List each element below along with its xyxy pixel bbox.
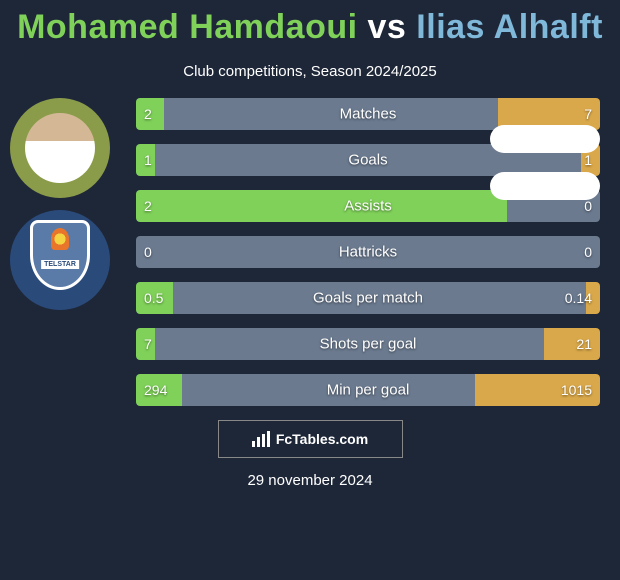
stat-label: Assists	[344, 198, 392, 215]
stat-value-left: 1	[144, 152, 152, 168]
stat-label: Matches	[340, 106, 397, 123]
club-badge-inner: TELSTAR	[25, 220, 95, 300]
pill-2	[490, 172, 600, 200]
stat-value-right: 0	[584, 198, 592, 214]
stat-bar-left	[136, 190, 507, 222]
stat-label: Shots per goal	[320, 336, 417, 353]
avatars-column: TELSTAR	[10, 98, 110, 310]
player1-avatar	[10, 98, 110, 198]
footer-date: 29 november 2024	[0, 472, 620, 489]
stat-label: Min per goal	[327, 382, 410, 399]
footer-logo-text: FcTables.com	[276, 431, 368, 447]
stat-value-right: 1015	[561, 382, 592, 398]
stat-row: Goals per match 0.5 0.14	[136, 282, 600, 314]
stat-value-right: 1	[584, 152, 592, 168]
stat-label: Hattricks	[339, 244, 397, 261]
chart-icon	[252, 431, 270, 447]
vs-text: vs	[368, 8, 407, 46]
club-shield: TELSTAR	[30, 220, 90, 290]
stat-label: Goals	[348, 152, 387, 169]
stat-row: Shots per goal 7 21	[136, 328, 600, 360]
stat-value-right: 0.14	[565, 290, 592, 306]
stat-value-left: 0.5	[144, 290, 163, 306]
club-shield-label: TELSTAR	[41, 260, 79, 269]
stat-row: Min per goal 294 1015	[136, 374, 600, 406]
player2-name: Ilias Alhalft	[416, 8, 603, 46]
pill-1	[490, 125, 600, 153]
stat-value-right: 0	[584, 244, 592, 260]
stat-value-left: 0	[144, 244, 152, 260]
player2-club-badge: TELSTAR	[10, 210, 110, 310]
comparison-title: Mohamed Hamdaoui vs Ilias Alhalft	[0, 0, 620, 47]
stat-value-right: 7	[584, 106, 592, 122]
stat-value-left: 2	[144, 106, 152, 122]
stat-value-left: 7	[144, 336, 152, 352]
subtitle: Club competitions, Season 2024/2025	[0, 63, 620, 80]
stat-bar-bg	[164, 98, 498, 130]
footer-logo-box[interactable]: FcTables.com	[218, 420, 403, 458]
player1-avatar-inner	[25, 113, 95, 183]
player1-name: Mohamed Hamdaoui	[17, 8, 357, 46]
stat-label: Goals per match	[313, 290, 423, 307]
stat-value-left: 294	[144, 382, 167, 398]
stat-row: Hattricks 0 0	[136, 236, 600, 268]
stat-value-left: 2	[144, 198, 152, 214]
stat-value-right: 21	[576, 336, 592, 352]
